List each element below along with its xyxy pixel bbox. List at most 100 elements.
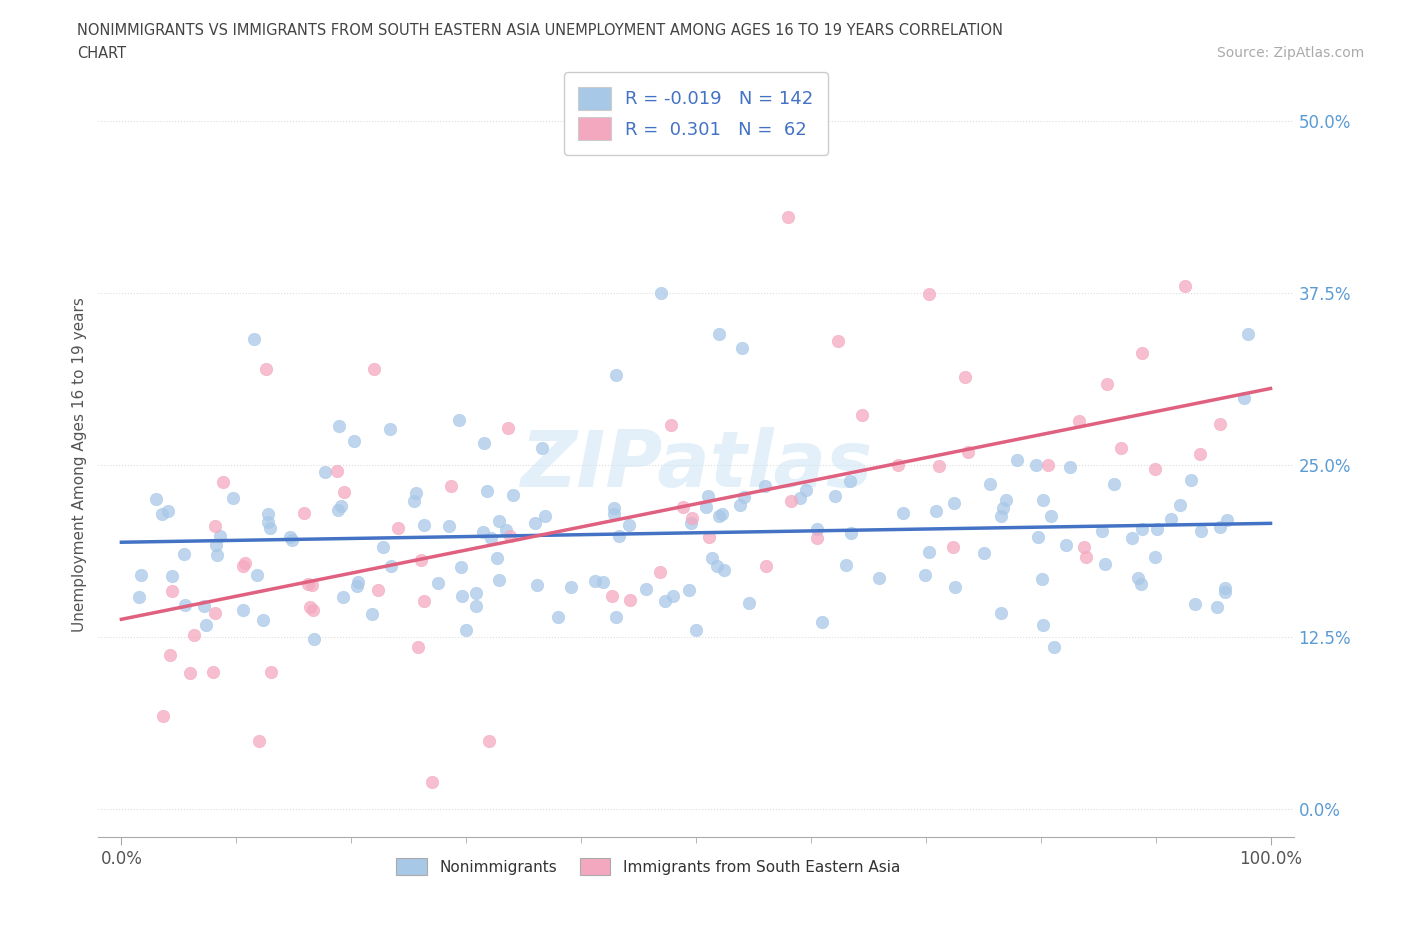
Point <box>233 556 256 571</box>
Point <box>789 491 811 506</box>
Point <box>707 509 730 524</box>
Point <box>406 640 429 655</box>
Point <box>326 502 349 517</box>
Point <box>827 333 849 348</box>
Point <box>806 530 828 545</box>
Point <box>246 567 269 582</box>
Point <box>737 596 759 611</box>
Point <box>697 488 720 503</box>
Point <box>973 546 995 561</box>
Point <box>464 585 486 600</box>
Point <box>713 563 735 578</box>
Point <box>205 538 228 552</box>
Point <box>157 503 180 518</box>
Point <box>193 599 215 614</box>
Point <box>603 507 626 522</box>
Point <box>1209 417 1232 432</box>
Point <box>333 485 356 499</box>
Point <box>1213 584 1236 599</box>
Point <box>314 465 336 480</box>
Point <box>707 326 730 341</box>
Point <box>592 575 614 590</box>
Point <box>917 286 939 301</box>
Point <box>378 421 401 436</box>
Point <box>681 511 703 525</box>
Point <box>1236 326 1258 341</box>
Point <box>488 573 510 588</box>
Point <box>1209 520 1232 535</box>
Point <box>1104 476 1126 491</box>
Point <box>918 545 941 560</box>
Point <box>1146 521 1168 536</box>
Point <box>145 492 167 507</box>
Point <box>706 558 728 573</box>
Point <box>1143 550 1166 565</box>
Point <box>204 518 226 533</box>
Point <box>232 603 254 618</box>
Point <box>387 520 409 535</box>
Point <box>928 458 950 473</box>
Point <box>1160 512 1182 526</box>
Point <box>1126 571 1149 586</box>
Point <box>260 664 283 679</box>
Point <box>685 623 707 638</box>
Point <box>1121 530 1143 545</box>
Point <box>129 568 152 583</box>
Text: NONIMMIGRANTS VS IMMIGRANTS FROM SOUTH EASTERN ASIA UNEMPLOYMENT AMONG AGES 16 T: NONIMMIGRANTS VS IMMIGRANTS FROM SOUTH E… <box>77 23 1004 38</box>
Point <box>502 488 524 503</box>
Point <box>259 520 281 535</box>
Point <box>174 598 197 613</box>
Point <box>202 664 225 679</box>
Point <box>475 484 498 498</box>
Point <box>824 488 846 503</box>
Point <box>851 407 873 422</box>
Point <box>159 647 181 662</box>
Point <box>465 598 488 613</box>
Point <box>730 498 752 512</box>
Point <box>679 515 702 530</box>
Point <box>838 474 860 489</box>
Point <box>252 613 274 628</box>
Point <box>380 559 402 574</box>
Point <box>1184 596 1206 611</box>
Point <box>605 368 627 383</box>
Point <box>412 593 434 608</box>
Point <box>942 539 965 554</box>
Point <box>605 609 627 624</box>
Point <box>402 494 425 509</box>
Point <box>695 499 717 514</box>
Point <box>195 618 218 632</box>
Point <box>427 576 450 591</box>
Point <box>1032 492 1054 507</box>
Point <box>914 567 936 582</box>
Point <box>204 605 226 620</box>
Point <box>1032 618 1054 632</box>
Point <box>1130 346 1153 361</box>
Point <box>183 628 205 643</box>
Point <box>247 733 270 748</box>
Point <box>257 507 280 522</box>
Point <box>979 477 1001 492</box>
Point <box>654 593 676 608</box>
Point <box>619 592 641 607</box>
Point <box>1074 550 1097 565</box>
Point <box>173 546 195 561</box>
Point <box>868 571 890 586</box>
Point <box>278 530 301 545</box>
Text: CHART: CHART <box>77 46 127 61</box>
Point <box>1031 572 1053 587</box>
Point <box>776 209 799 224</box>
Point <box>839 525 862 540</box>
Point <box>600 588 623 603</box>
Point <box>636 581 658 596</box>
Point <box>754 478 776 493</box>
Point <box>451 589 474 604</box>
Point <box>957 445 980 459</box>
Point <box>420 775 443 790</box>
Point <box>700 551 723 565</box>
Point <box>1143 462 1166 477</box>
Point <box>128 590 150 604</box>
Point <box>254 362 277 377</box>
Point <box>478 733 501 748</box>
Point <box>150 506 173 521</box>
